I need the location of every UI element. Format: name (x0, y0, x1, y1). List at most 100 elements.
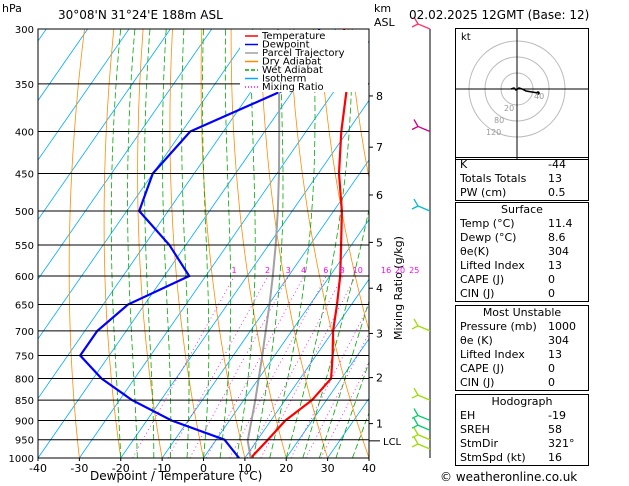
wind-barb-flag (411, 434, 419, 439)
isotherm (38, 29, 130, 161)
mixing-ratio-label: 2 (265, 266, 270, 275)
wind-barb-flag (411, 23, 419, 28)
legend-entry: Isotherm (262, 74, 306, 85)
wind-barb (413, 119, 431, 133)
km-tick-label: 2 (376, 372, 383, 385)
wind-barb-flag (411, 325, 419, 330)
hodograph-rings (456, 29, 588, 159)
wet-adiabat (201, 29, 210, 458)
wet-adiabat (219, 29, 232, 458)
index-row-k: K -44 (460, 158, 566, 171)
dry-adiabat (103, 29, 122, 458)
dry-adiabat (613, 29, 629, 458)
mu-row: CIN (J) 0 (460, 376, 555, 389)
pressure-tick-label: 400 (15, 128, 34, 139)
wet-adiabat (335, 360, 369, 458)
wet-adiabat (285, 29, 353, 458)
dry-adiabat (137, 29, 163, 458)
legend-entry: Temperature (261, 31, 325, 42)
datetime-title: 02.02.2025 12GMT (Base: 12) (409, 8, 590, 22)
wind-barb (413, 198, 431, 212)
wind-barb (413, 408, 431, 422)
mixing-ratio-axis-label: Mixing Ratio (g/kg) (392, 236, 405, 340)
hodo-ring-label-120: 120 (486, 128, 501, 137)
storm-motion-marker (536, 91, 540, 95)
index-row-totals: Totals Totals 13 (460, 172, 562, 185)
hodograph: kt 20 40 120 80 (455, 28, 589, 160)
hodo-ring-label-80: 80 (494, 116, 504, 125)
dry-adiabat (348, 29, 369, 180)
hodograph-trace (510, 87, 539, 94)
isotherm (244, 278, 369, 458)
isotherm (203, 218, 369, 458)
pressure-tick-label: 800 (15, 374, 34, 385)
mixing-ratio-label: 20 (395, 266, 405, 275)
mixing-ratio-label: 1 (232, 266, 237, 275)
x-tick-label: 0 (200, 462, 207, 475)
asl-label: ASL (374, 16, 395, 29)
hodo-ring-label-20: 20 (504, 104, 514, 113)
mu-row: Pressure (mb) 1000 (460, 320, 576, 333)
footer-credit: © weatheronline.co.uk (440, 470, 578, 484)
legend-entry: Dry Adiabat (262, 57, 321, 68)
surface-row: θe(K) 304 (460, 245, 569, 258)
legend-entry: Mixing Ratio (262, 82, 324, 93)
pressure-tick-label: 450 (15, 169, 34, 180)
hpa-label: hPa (2, 2, 22, 15)
mu-row: CAPE (J) 0 (460, 362, 555, 375)
wind-barb-flag (411, 125, 419, 131)
mixing-ratio-label: 3 (286, 266, 291, 275)
hodo-row: EH -19 (460, 409, 566, 422)
pressure-tick-label: 600 (15, 272, 34, 283)
surface-row: CAPE (J) 0 (460, 273, 555, 286)
mixing-ratio-line (189, 275, 290, 458)
dry-adiabat (583, 29, 629, 458)
isotherm (38, 29, 295, 400)
x-tick-label: -30 (70, 462, 88, 475)
mixing-ratio-label: 4 (301, 266, 306, 275)
mixing-ratio-label: 10 (353, 266, 363, 275)
pressure-tick-label: 750 (15, 351, 34, 362)
isotherm (38, 29, 213, 280)
wet-adiabat (302, 207, 369, 458)
legend-entry: Parcel Trajectory (262, 48, 345, 59)
pressure-tick-label: 350 (15, 80, 34, 91)
wind-barb-flag (411, 205, 419, 210)
hodo-row: StmDir 321° (460, 437, 575, 450)
hodograph-table-panel: Hodograph EH -19 SREH 58 StmDir 321° StmSpd… (455, 394, 589, 466)
hodograph-unit: kt (461, 32, 471, 43)
hodograph-table-title: Hodograph (491, 395, 553, 408)
isotherm (0, 29, 5, 458)
hodo-ring-label-40: 40 (534, 92, 544, 101)
mu-row: θe (K) 304 (460, 334, 569, 347)
most-unstable-title: Most Unstable (482, 306, 562, 319)
x-tick-label: 10 (238, 462, 252, 475)
pressure-tick-label: 300 (15, 25, 34, 36)
surface-panel: Surface Temp (°C) 11.4 Dewp (°C) 8.6 θe(K)… (455, 202, 589, 302)
dry-adiabat (289, 29, 369, 458)
x-axis-label: Dewpoint / Temperature (°C) (90, 469, 263, 483)
wind-barb-flag (411, 394, 419, 399)
mixing-ratio-line (205, 275, 305, 458)
wind-barb-flag (411, 414, 419, 420)
pressure-tick-label: 500 (15, 207, 34, 218)
km-tick-label: 5 (376, 236, 383, 249)
km-label: km (374, 2, 392, 15)
legend-entry: Dewpoint (262, 40, 310, 51)
legend-entry: Wet Adiabat (262, 65, 323, 76)
hodo-row: StmSpd (kt) 16 (460, 451, 562, 464)
dewpoint-line (78, 29, 321, 458)
wind-barb-flag (411, 424, 419, 429)
wind-barb (413, 387, 431, 401)
surface-row: Lifted Index 13 (460, 259, 562, 272)
pressure-tick-label: 950 (15, 436, 34, 447)
x-tick-label: -10 (153, 462, 171, 475)
mixing-ratio-label: 25 (409, 266, 419, 275)
pressure-tick-label: 900 (15, 416, 34, 427)
wet-adiabat (236, 29, 256, 458)
most-unstable-panel: Most Unstable Pressure (mb) 1000 θe (K) 30… (455, 305, 589, 391)
indices-panel: K -44 Totals Totals 13 PW (cm) 0.5 (455, 157, 589, 201)
x-tick-label: -40 (29, 462, 47, 475)
